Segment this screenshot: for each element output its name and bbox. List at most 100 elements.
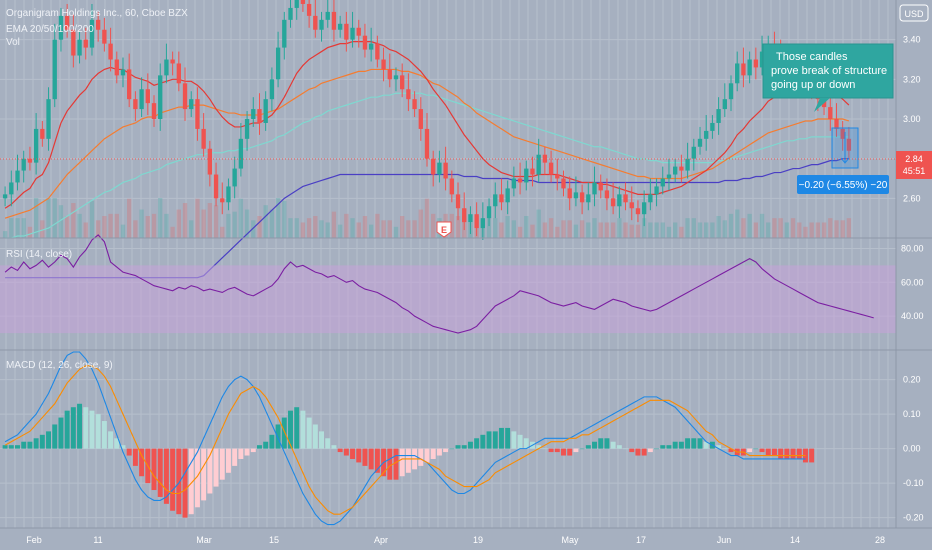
candle-body <box>449 178 454 195</box>
candle-body <box>251 109 256 119</box>
macd-histogram-bar <box>27 441 33 449</box>
price-axis-tick: 3.20 <box>903 74 921 84</box>
volume-bar <box>127 198 132 238</box>
currency-badge[interactable] <box>899 4 929 22</box>
volume-bar <box>641 218 647 238</box>
candle-body <box>108 43 113 60</box>
volume-bar <box>406 220 411 238</box>
annotation-callout[interactable]: Those candles prove break of structure g… <box>762 43 894 112</box>
volume-bar <box>449 213 454 238</box>
volume-bar <box>610 222 616 238</box>
candle-body <box>728 83 734 100</box>
macd-histogram-bar <box>139 448 145 477</box>
candle-body <box>530 168 535 175</box>
volume-bar <box>176 209 181 238</box>
volume-bar <box>83 222 88 238</box>
candle-body <box>89 19 95 48</box>
volume-bar <box>567 220 572 238</box>
macd-histogram-bar <box>77 403 83 449</box>
macd-histogram-bar <box>176 448 182 515</box>
volume-bar <box>834 220 839 238</box>
macd-histogram-bar <box>343 448 349 456</box>
macd-histogram-bar <box>505 427 511 449</box>
volume-bar <box>344 213 349 238</box>
volume-bar <box>294 218 299 238</box>
volume-legend: Vol <box>6 37 20 48</box>
currency-label: USD <box>904 9 924 19</box>
macd-line <box>4 351 806 526</box>
macd-histogram-bar <box>492 431 498 449</box>
candle-body <box>319 19 324 30</box>
macd-histogram-bar <box>616 445 622 449</box>
macd-axis-tick: 0.10 <box>903 409 921 419</box>
candle-body <box>362 35 368 50</box>
candle-body <box>337 23 343 30</box>
macd-histogram-bar <box>542 448 548 450</box>
time-axis-tick: 17 <box>636 535 646 545</box>
volume-bar <box>704 222 709 238</box>
volume-bar <box>846 218 852 238</box>
macd-histogram-bar <box>685 438 691 449</box>
macd-histogram-bar <box>660 445 666 449</box>
candle-body <box>418 109 423 129</box>
macd-histogram-bar <box>666 445 672 449</box>
candle-body <box>33 128 39 163</box>
volume-bar <box>95 220 101 238</box>
macd-histogram-bar <box>238 448 244 459</box>
volume-bar <box>251 220 256 238</box>
macd-histogram-bar <box>319 431 325 449</box>
earnings-marker[interactable]: E <box>436 221 452 238</box>
earnings-label: E <box>441 225 447 235</box>
rsi-axis-tick: 80.00 <box>901 243 924 253</box>
volume-bar <box>840 220 845 238</box>
macd-histogram-bar <box>350 448 356 459</box>
volume-bar <box>828 218 833 238</box>
macd-histogram-bar <box>455 445 461 449</box>
macd-histogram-bar <box>300 410 306 449</box>
candle-body <box>555 174 560 179</box>
volume-bar <box>145 216 150 238</box>
candle-body <box>375 43 380 60</box>
candle-body <box>536 154 541 175</box>
macd-histogram-bar <box>405 448 411 473</box>
signal-line <box>4 365 806 515</box>
candle-body <box>313 15 318 30</box>
macd-histogram-bar <box>188 448 194 515</box>
candle-body <box>846 138 852 151</box>
macd-histogram-bar <box>511 431 517 449</box>
volume-bar <box>2 231 8 238</box>
volume-bar <box>64 216 70 238</box>
candle-body <box>195 99 200 129</box>
volume-bar <box>108 213 113 238</box>
macd-axis-tick: -0.10 <box>903 478 924 488</box>
volume-bar <box>635 224 641 238</box>
volume-bar <box>40 220 45 238</box>
time-axis-tick: Feb <box>26 535 42 545</box>
current-price: 2.84 <box>905 154 923 164</box>
macd-histogram-bar <box>790 448 796 459</box>
volume-bar <box>673 222 678 238</box>
candle-body <box>834 119 839 129</box>
candle-body <box>741 63 746 76</box>
candle-body <box>474 214 479 229</box>
volume-bar <box>375 213 380 238</box>
candle-body <box>207 148 213 175</box>
macd-histogram-bar <box>312 424 318 449</box>
macd-axis-tick: 0.00 <box>903 444 921 454</box>
candle-body <box>176 63 181 84</box>
macd-histogram-bar <box>83 407 89 449</box>
macd-histogram-bar <box>635 448 641 456</box>
volume-bar <box>821 222 827 238</box>
candle-body <box>586 194 591 203</box>
candle-body <box>697 138 703 147</box>
volume-bar <box>269 209 275 238</box>
volume-bar <box>666 226 672 238</box>
volume-bar <box>71 203 76 238</box>
volume-bar <box>232 211 237 238</box>
volume-bar <box>27 226 33 238</box>
candle-body <box>840 128 845 139</box>
volume-bar <box>790 218 796 238</box>
macd-histogram-bar <box>207 448 213 494</box>
volume-bar <box>387 220 392 238</box>
